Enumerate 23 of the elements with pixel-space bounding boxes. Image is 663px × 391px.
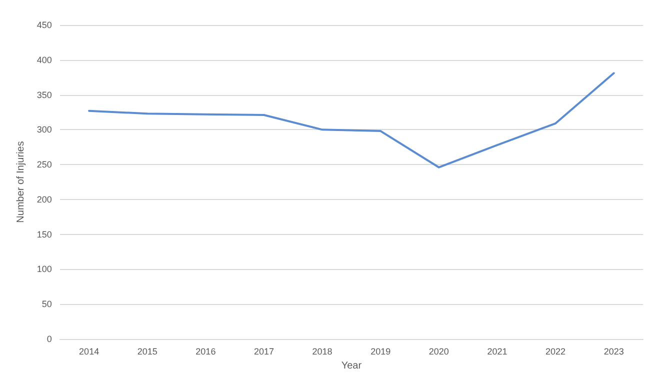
y-tick-label: 350 — [36, 90, 52, 100]
x-tick-label: 2015 — [137, 346, 158, 356]
y-tick-label: 150 — [36, 229, 52, 240]
x-tick-label: 2023 — [604, 346, 624, 356]
x-tick-label: 2019 — [370, 346, 391, 356]
x-tick-label: 2016 — [196, 346, 216, 356]
y-tick-label: 300 — [36, 124, 52, 135]
y-tick-label: 50 — [42, 299, 52, 310]
x-tick-label: 2014 — [79, 346, 100, 356]
x-tick-label: 2022 — [546, 346, 566, 356]
x-tick-label: 2021 — [487, 346, 508, 356]
x-tick-label: 2020 — [428, 346, 449, 356]
y-axis-title: Number of Injuries — [16, 141, 26, 223]
x-axis-title: Year — [341, 360, 362, 372]
x-tick-label: 2017 — [254, 346, 274, 356]
y-tick-label: 0 — [46, 334, 52, 344]
y-tick-label: 450 — [36, 20, 52, 30]
y-tick-label: 200 — [36, 194, 52, 204]
x-tick-label: 2018 — [312, 346, 332, 356]
y-tick-label: 250 — [36, 160, 52, 170]
y-tick-label: 100 — [36, 264, 52, 274]
y-tick-label: 400 — [36, 54, 52, 65]
line-series — [88, 72, 615, 168]
